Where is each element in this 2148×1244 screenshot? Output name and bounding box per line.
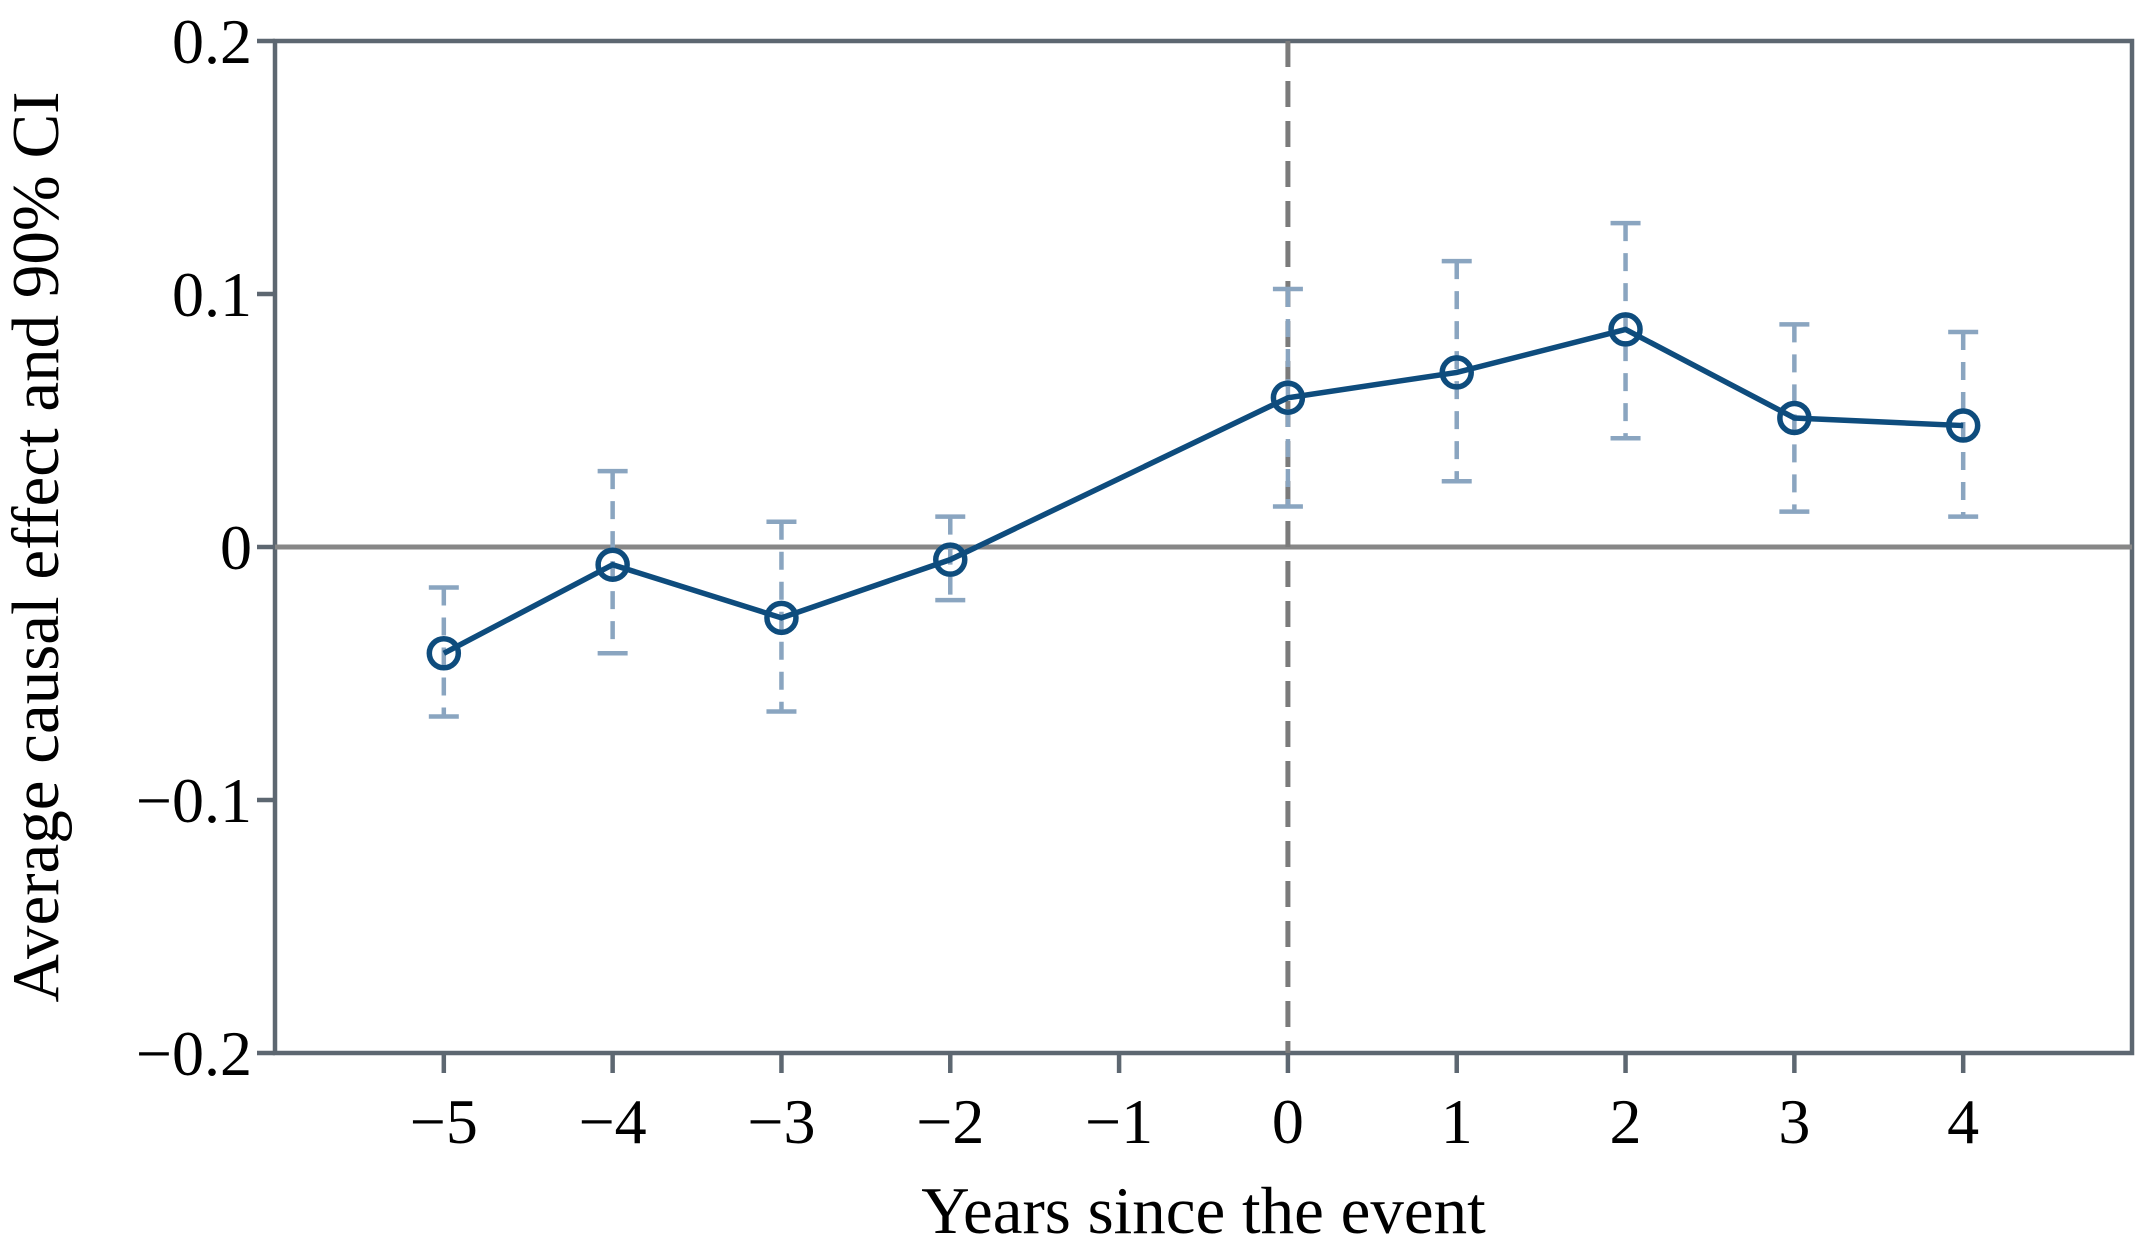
y-axis-ticks: 0.2 0.1 0 −0.1 −0.2 — [136, 6, 275, 1089]
y-tick-label: −0.1 — [136, 765, 252, 836]
x-tick-label: 4 — [1947, 1086, 1979, 1157]
y-tick-label: −0.2 — [136, 1018, 252, 1089]
x-tick-label: 0 — [1272, 1086, 1304, 1157]
confidence-intervals — [428, 220, 1979, 719]
x-tick-label: −1 — [1085, 1086, 1153, 1157]
data-point-marker — [1608, 312, 1643, 347]
data-point-marker — [1439, 355, 1474, 390]
x-tick-label: −3 — [747, 1086, 815, 1157]
data-point-marker — [933, 542, 968, 577]
data-point-marker — [1777, 400, 1812, 436]
data-point-marker — [1945, 408, 1981, 443]
x-tick-label: −4 — [579, 1086, 647, 1157]
reference-lines — [275, 41, 2132, 1053]
y-tick-label: 0.1 — [172, 259, 252, 330]
series-line — [442, 326, 1964, 656]
data-point-marker — [1270, 380, 1306, 415]
data-point-marker — [426, 636, 462, 671]
data-points — [426, 312, 1981, 671]
y-tick-label: 0 — [220, 512, 252, 583]
x-axis-ticks: −5 −4 −3 −2 −1 0 1 2 3 4 — [410, 1053, 1979, 1157]
y-axis-title: Average causal effect and 90% CI — [0, 92, 73, 1003]
x-axis-title: Years since the event — [921, 1174, 1486, 1244]
x-tick-label: 3 — [1778, 1086, 1810, 1157]
x-tick-label: −5 — [410, 1086, 478, 1157]
y-tick-label: 0.2 — [172, 6, 252, 77]
x-tick-label: −2 — [916, 1086, 984, 1157]
x-tick-label: 1 — [1441, 1086, 1473, 1157]
data-point-marker — [595, 547, 630, 582]
x-tick-label: 2 — [1610, 1086, 1642, 1157]
trend-line — [442, 326, 1964, 656]
data-point-marker — [764, 600, 799, 636]
